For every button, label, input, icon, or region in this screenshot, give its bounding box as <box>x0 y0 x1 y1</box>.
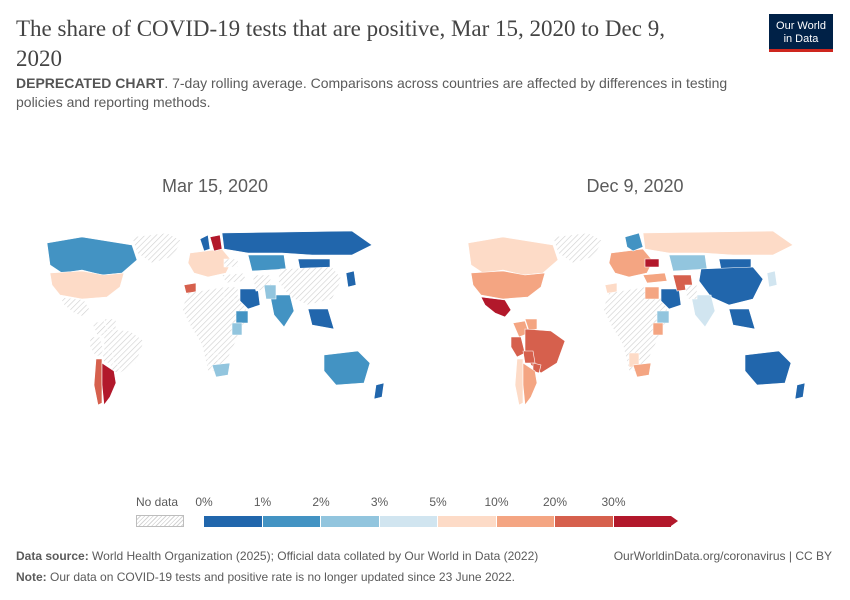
region-mexico[interactable] <box>480 296 512 318</box>
region-saudi-arabia[interactable] <box>239 288 261 310</box>
region-greenland[interactable] <box>131 232 183 264</box>
region-greenland[interactable] <box>552 232 604 264</box>
region-pakistan[interactable] <box>263 284 277 300</box>
region-turkey[interactable] <box>221 272 247 284</box>
chart-subtitle: DEPRECATED CHART. 7-day rolling average.… <box>16 74 776 112</box>
region-kenya[interactable] <box>231 322 243 336</box>
region-chile[interactable] <box>514 358 524 406</box>
region-finland[interactable] <box>209 234 223 252</box>
region-russia[interactable] <box>642 230 794 256</box>
right-map-title: Dec 9, 2020 <box>586 176 684 196</box>
legend-tick-label: 0% <box>195 495 213 509</box>
region-mexico[interactable] <box>59 296 91 318</box>
region-turkey[interactable] <box>642 272 668 284</box>
region-new-zealand[interactable] <box>794 382 806 400</box>
region-new-zealand[interactable] <box>373 382 385 400</box>
note-text: Our data on COVID-19 tests and positive … <box>50 570 515 584</box>
region-morocco[interactable] <box>604 282 618 294</box>
legend-tick-label: 5% <box>429 495 447 509</box>
region-peru[interactable] <box>89 336 105 358</box>
region-europe[interactable] <box>187 248 233 278</box>
source-label: Data source: <box>16 549 89 563</box>
region-venezuela[interactable] <box>524 318 538 332</box>
region-paraguay[interactable] <box>532 362 542 374</box>
legend-bin-5[interactable] <box>496 516 554 527</box>
region-china[interactable] <box>698 266 764 306</box>
legend-bin-4[interactable] <box>438 516 496 527</box>
legend-tick-label: 30% <box>601 495 626 509</box>
owid-logo[interactable]: Our World in Data <box>769 14 833 52</box>
logo-line-1: Our World <box>776 20 826 32</box>
region-united-states[interactable] <box>49 270 125 300</box>
world-map-mar-15[interactable] <box>12 215 417 415</box>
legend-bin-7[interactable] <box>613 516 671 527</box>
subtitle-text: . 7-day rolling average. Comparisons acr… <box>16 75 728 110</box>
region-egypt[interactable] <box>223 286 239 300</box>
subtitle-deprecated: DEPRECATED CHART <box>16 75 165 91</box>
region-russia[interactable] <box>221 230 373 256</box>
legend-bin-0[interactable] <box>204 516 262 527</box>
region-india[interactable] <box>269 294 295 328</box>
footer-note: Note: Our data on COVID-19 tests and pos… <box>16 570 515 584</box>
region-japan[interactable] <box>766 270 778 288</box>
region-peru[interactable] <box>510 336 526 358</box>
region-norway[interactable] <box>199 234 211 252</box>
region-ukraine[interactable] <box>644 258 660 268</box>
region-southeast-asia[interactable] <box>307 308 335 330</box>
region-bolivia[interactable] <box>522 350 536 364</box>
region-ethiopia[interactable] <box>656 310 670 324</box>
legend-arrow <box>671 516 678 526</box>
region-pakistan[interactable] <box>684 284 698 300</box>
region-venezuela[interactable] <box>103 318 117 332</box>
legend-bin-2[interactable] <box>321 516 379 527</box>
legend-tick-label: 3% <box>370 495 389 509</box>
legend-no-data-label: No data <box>136 495 179 509</box>
region-morocco[interactable] <box>183 282 197 294</box>
region-kazakhstan[interactable] <box>247 254 287 272</box>
region-ukraine[interactable] <box>223 258 239 268</box>
region-australia[interactable] <box>323 350 371 386</box>
region-argentina[interactable] <box>101 362 117 406</box>
legend-bin-6[interactable] <box>555 516 613 527</box>
region-saudi-arabia[interactable] <box>660 288 682 310</box>
chart-title: The share of COVID-19 tests that are pos… <box>16 16 665 71</box>
legend-bin-3[interactable] <box>379 516 437 527</box>
legend-no-data-swatch[interactable] <box>136 515 184 527</box>
legend-tick-label: 20% <box>542 495 568 509</box>
logo-line-2: in Data <box>783 33 819 45</box>
legend-tick-label: 2% <box>312 495 330 509</box>
legend-tick-label: 10% <box>484 495 509 509</box>
region-canada[interactable] <box>46 236 138 276</box>
legend-bin-1[interactable] <box>262 516 320 527</box>
region-ethiopia[interactable] <box>235 310 249 324</box>
region-south-africa[interactable] <box>211 362 231 378</box>
world-map-dec-9[interactable] <box>433 215 838 415</box>
region-south-africa[interactable] <box>632 362 652 378</box>
footer-url[interactable]: OurWorldinData.org/coronavirus | CC BY <box>613 549 832 563</box>
footer-source: Data source: World Health Organization (… <box>16 549 538 563</box>
note-label: Note: <box>16 570 47 584</box>
region-bolivia[interactable] <box>101 350 115 364</box>
region-australia[interactable] <box>744 350 792 386</box>
region-kazakhstan[interactable] <box>668 254 708 272</box>
region-kenya[interactable] <box>652 322 664 336</box>
region-china[interactable] <box>277 266 343 306</box>
region-southeast-asia[interactable] <box>728 308 756 330</box>
region-united-states[interactable] <box>470 270 546 300</box>
legend-tick-label: 1% <box>253 495 272 509</box>
region-egypt[interactable] <box>644 286 660 300</box>
region-japan[interactable] <box>345 270 357 288</box>
color-legend: No data 0% 1% 2% 3% 5% 10% 20% 30% <box>0 495 850 535</box>
region-chile[interactable] <box>93 358 103 406</box>
region-paraguay[interactable] <box>111 362 121 374</box>
region-india[interactable] <box>690 294 716 328</box>
source-text: World Health Organization (2025); Offici… <box>92 549 539 563</box>
region-europe[interactable] <box>608 248 654 278</box>
left-map-title: Mar 15, 2020 <box>161 176 269 196</box>
region-scandinavia[interactable] <box>624 232 644 252</box>
region-canada[interactable] <box>467 236 559 276</box>
region-argentina[interactable] <box>522 362 538 406</box>
